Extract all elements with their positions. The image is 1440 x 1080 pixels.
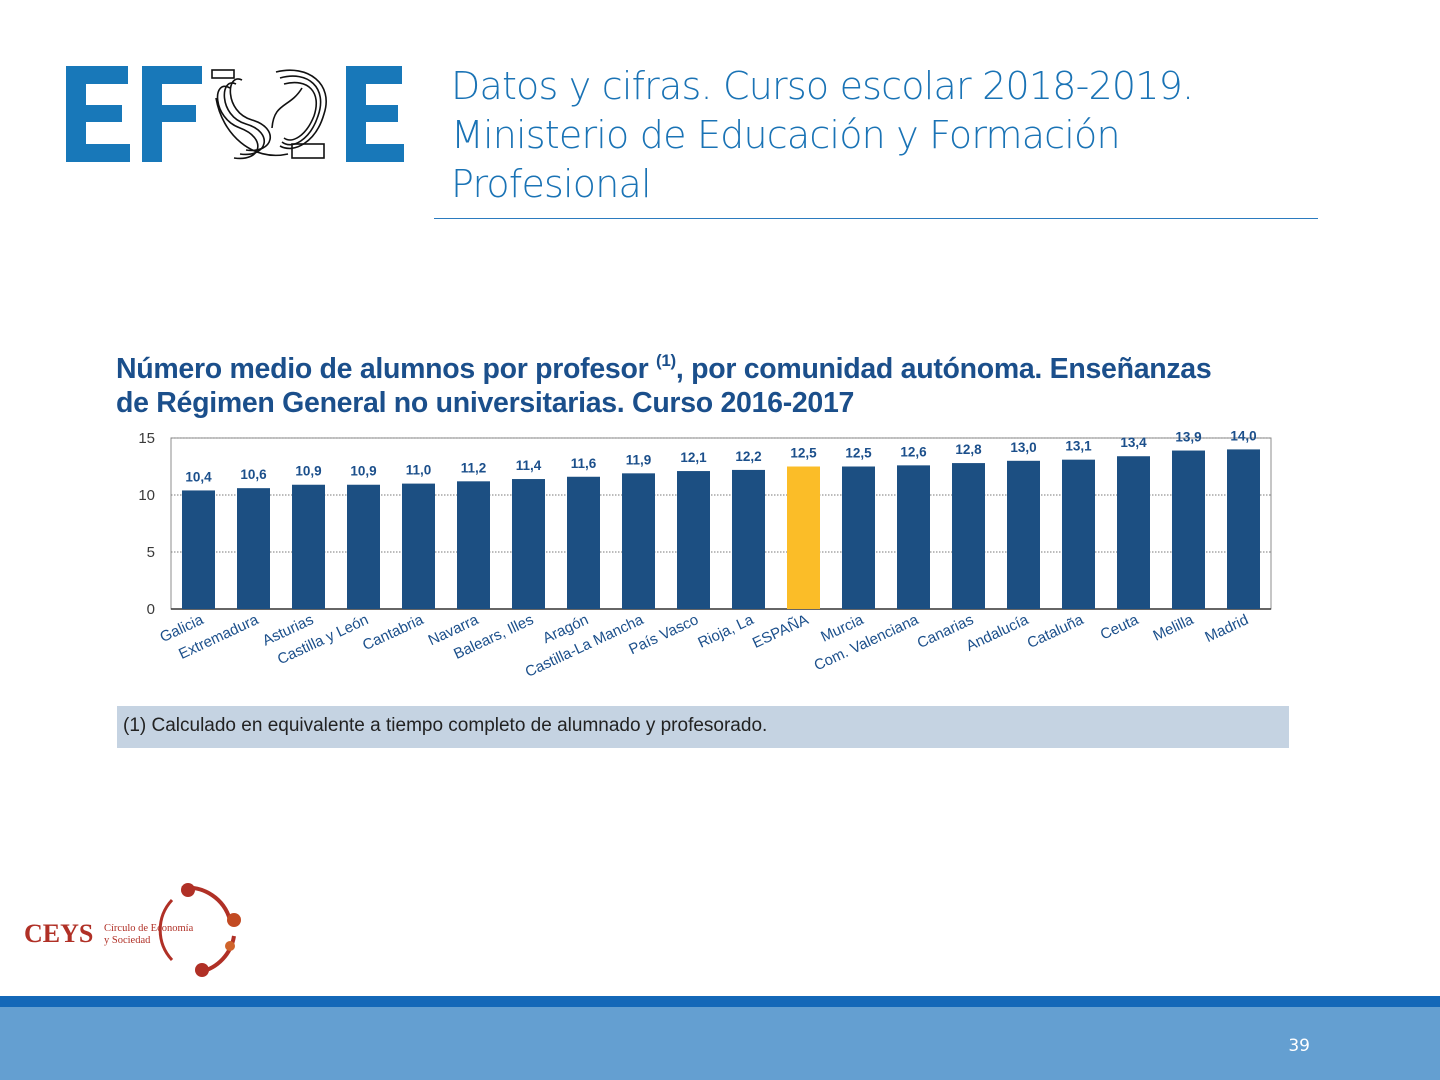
bar: [622, 473, 655, 609]
bar: [1007, 460, 1040, 609]
bar: [347, 484, 380, 609]
chart-title-footnote-mark: (1): [655, 351, 676, 370]
bar: [237, 488, 270, 609]
data-label: 11,0: [406, 463, 432, 478]
bar: [402, 483, 435, 609]
data-label: 10,6: [240, 467, 267, 482]
data-label: 10,9: [295, 464, 321, 479]
bar: [457, 481, 490, 609]
x-tick-label: Cataluña: [1025, 611, 1087, 652]
data-label: 11,6: [571, 456, 597, 471]
data-label: 11,9: [626, 452, 652, 467]
x-tick-label: Andalucía: [964, 611, 1032, 655]
bar: [1227, 449, 1260, 609]
data-label: 13,4: [1120, 435, 1147, 450]
bar: [787, 466, 820, 609]
title-line-1: Datos y cifras. Curso escolar 2018-2019.: [451, 64, 1194, 108]
bar: [182, 490, 215, 609]
data-label: 12,5: [790, 446, 817, 461]
data-label: 12,5: [845, 446, 872, 461]
bar: [952, 463, 985, 609]
x-tick-label: Cantabria: [360, 611, 427, 654]
bar: [677, 471, 710, 609]
ceys-subtitle-line-1: Círculo de Economía: [104, 923, 194, 934]
y-tick-label: 10: [138, 487, 155, 504]
x-tick-label: Rioja, La: [695, 611, 756, 652]
bar: [1117, 456, 1150, 609]
bar: [732, 469, 765, 609]
data-label: 13,1: [1065, 439, 1092, 454]
header-divider: [434, 218, 1318, 219]
footnote-text: (1) Calculado en equivalente a tiempo co…: [123, 715, 768, 736]
data-label: 12,6: [900, 444, 927, 459]
data-label: 14,0: [1230, 428, 1256, 443]
y-tick-label: 0: [147, 601, 155, 618]
bar: [292, 484, 325, 609]
title-line-3: Profesional: [451, 162, 652, 206]
ceys-logo: CEYS Círculo de Economía y Sociedad: [24, 883, 241, 977]
data-label: 12,1: [680, 450, 707, 465]
data-label: 13,9: [1175, 430, 1201, 445]
bar: [1062, 459, 1095, 609]
chart-title: Número medio de alumnos por profesor (1)…: [116, 344, 1306, 420]
chart-title-line-2: de Régimen General no universitarias. Cu…: [116, 387, 855, 419]
efse-logo: [66, 66, 404, 162]
bar: [897, 465, 930, 609]
footnote-box: (1) Calculado en equivalente a tiempo co…: [117, 706, 1289, 748]
page-number: 39: [1288, 1036, 1310, 1056]
x-tick-label: Madrid: [1202, 611, 1251, 646]
data-label: 10,4: [185, 469, 212, 484]
data-label: 12,8: [955, 442, 982, 457]
bar: [1172, 450, 1205, 609]
data-label: 10,9: [350, 464, 376, 479]
x-tick-label: ESPAÑA: [750, 611, 811, 652]
data-label: 13,0: [1010, 440, 1036, 455]
y-tick-label: 5: [147, 544, 155, 561]
footer-band: 39: [0, 996, 1440, 1080]
data-label: 11,4: [516, 458, 542, 473]
title-line-2: Ministerio de Educación y Formación: [451, 113, 1121, 157]
x-tick-label: Melilla: [1150, 611, 1196, 645]
data-label: 11,2: [461, 460, 487, 475]
plot-area: [170, 437, 1272, 610]
chart-title-main: Número medio de alumnos por profesor: [116, 353, 649, 385]
ceys-subtitle-line-2: y Sociedad: [104, 935, 151, 946]
y-tick-label: 15: [138, 430, 155, 447]
bar: [512, 479, 545, 609]
data-label: 12,2: [735, 449, 761, 464]
ceys-name: CEYS: [24, 919, 93, 948]
footer-stripe: [0, 996, 1440, 1007]
x-tick-label: Ceuta: [1098, 611, 1142, 644]
bar: [842, 466, 875, 609]
chart-title-rest: , por comunidad autónoma. Enseñanzas: [675, 353, 1212, 385]
chart-title-line-1: Número medio de alumnos por profesor (1)…: [116, 344, 1306, 386]
bar: [567, 476, 600, 609]
page-title: Datos y cifras. Curso escolar 2018-2019.…: [451, 62, 1311, 209]
